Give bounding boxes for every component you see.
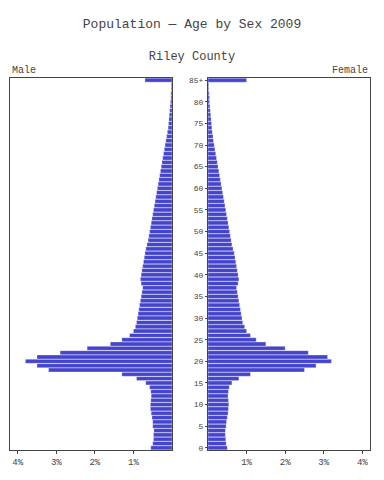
svg-text:80: 80 (194, 98, 204, 107)
svg-text:1%: 1% (128, 458, 139, 468)
svg-text:25: 25 (194, 336, 204, 345)
svg-text:Male: Male (12, 65, 36, 76)
svg-text:20: 20 (194, 357, 204, 366)
svg-text:Population — Age by Sex 2009: Population — Age by Sex 2009 (83, 17, 301, 32)
svg-text:35: 35 (194, 292, 204, 301)
svg-text:60: 60 (194, 184, 204, 193)
svg-text:70: 70 (194, 141, 204, 150)
svg-text:65: 65 (194, 162, 204, 171)
svg-text:15: 15 (194, 379, 204, 388)
svg-text:10: 10 (194, 400, 204, 409)
svg-text:0: 0 (199, 444, 204, 453)
svg-text:4%: 4% (357, 458, 368, 468)
svg-text:40: 40 (194, 271, 204, 280)
svg-text:30: 30 (194, 314, 204, 323)
svg-text:2%: 2% (280, 458, 291, 468)
svg-text:50: 50 (194, 227, 204, 236)
svg-text:75: 75 (194, 119, 204, 128)
svg-text:3%: 3% (318, 458, 329, 468)
svg-text:Female: Female (332, 65, 368, 76)
svg-text:Riley County: Riley County (149, 50, 235, 64)
svg-text:55: 55 (194, 206, 204, 215)
svg-text:2%: 2% (89, 458, 100, 468)
svg-text:85+: 85+ (189, 76, 204, 85)
svg-text:4%: 4% (12, 458, 23, 468)
svg-text:1%: 1% (241, 458, 252, 468)
svg-text:5: 5 (199, 422, 204, 431)
svg-text:3%: 3% (51, 458, 62, 468)
svg-text:45: 45 (194, 249, 204, 258)
